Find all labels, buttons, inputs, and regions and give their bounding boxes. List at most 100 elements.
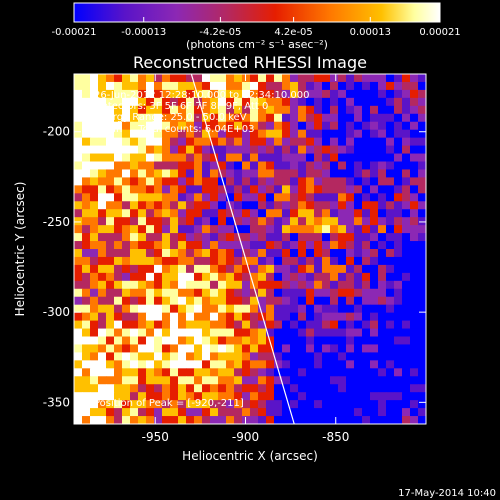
heatmap-cell	[82, 360, 91, 369]
heatmap-cell	[298, 400, 307, 409]
heatmap-cell	[370, 209, 379, 218]
heatmap-cell	[322, 304, 331, 314]
heatmap-cell	[90, 360, 99, 369]
heatmap-cell	[394, 336, 403, 345]
heatmap-cell	[298, 416, 307, 424]
heatmap-cell	[402, 249, 411, 258]
heatmap-cell	[274, 280, 283, 290]
heatmap-cell	[386, 376, 395, 385]
heatmap-cell	[386, 81, 395, 91]
heatmap-cell	[274, 169, 283, 178]
heatmap-cell	[114, 145, 123, 154]
heatmap-cell	[402, 376, 411, 385]
heatmap-cell	[250, 352, 259, 361]
heatmap-cell	[314, 304, 323, 314]
heatmap-cell	[186, 416, 195, 424]
heatmap-cell	[162, 233, 171, 242]
heatmap-cell	[202, 352, 211, 361]
heatmap-cell	[114, 416, 123, 424]
heatmap-cell	[386, 233, 395, 242]
heatmap-cell	[178, 145, 187, 154]
heatmap-cell	[306, 137, 315, 146]
heatmap-cell	[130, 288, 139, 298]
heatmap-cell	[130, 225, 139, 234]
heatmap-cell	[98, 241, 107, 250]
heatmap-cell	[202, 169, 211, 178]
heatmap-cell	[258, 241, 267, 250]
heatmap-cell	[314, 241, 323, 250]
heatmap-cell	[274, 177, 283, 186]
heatmap-cell	[410, 400, 419, 409]
heatmap-cell	[178, 320, 187, 329]
heatmap-cell	[338, 360, 347, 369]
heatmap-cell	[218, 97, 227, 107]
heatmap-cell	[186, 153, 195, 162]
heatmap-cell	[322, 296, 331, 306]
heatmap-cell	[218, 241, 227, 250]
heatmap-cell	[210, 392, 219, 401]
heatmap-cell	[218, 209, 227, 218]
heatmap-cell	[298, 161, 307, 170]
heatmap-cell	[290, 113, 299, 123]
heatmap-cell	[338, 185, 347, 194]
heatmap-cell	[402, 177, 411, 186]
heatmap-cell	[98, 320, 107, 329]
heatmap-cell	[218, 344, 227, 353]
heatmap-cell	[114, 320, 123, 329]
heatmap-cell	[106, 408, 115, 417]
heatmap-cell	[370, 264, 379, 274]
heatmap-cell	[218, 145, 227, 154]
heatmap-cell	[306, 336, 315, 345]
heatmap-cell	[386, 408, 395, 417]
heatmap-cell	[90, 233, 99, 242]
heatmap-cell	[106, 304, 115, 314]
heatmap-cell	[186, 368, 195, 377]
heatmap-cell	[82, 105, 91, 115]
heatmap-cell	[98, 129, 107, 139]
heatmap-cell	[226, 233, 235, 242]
heatmap-cell	[210, 113, 219, 123]
heatmap-cell	[162, 352, 171, 361]
heatmap-cell	[314, 97, 323, 107]
heatmap-cell	[82, 113, 91, 123]
heatmap-cell	[90, 89, 99, 99]
heatmap-cell	[370, 177, 379, 186]
heatmap-cell	[402, 185, 411, 194]
heatmap-cell	[354, 344, 363, 353]
heatmap-cell	[178, 408, 187, 417]
heatmap-cell	[266, 185, 275, 194]
heatmap-cell	[146, 288, 155, 298]
heatmap-cell	[210, 241, 219, 250]
heatmap-cell	[194, 225, 203, 234]
heatmap-cell	[346, 368, 355, 377]
heatmap-cell	[226, 328, 235, 337]
heatmap-cell	[306, 400, 315, 409]
heatmap-cell	[170, 368, 179, 377]
heatmap-cell	[122, 256, 131, 266]
heatmap-cell	[170, 129, 179, 139]
heatmap-cell	[194, 209, 203, 218]
heatmap-cell	[226, 280, 235, 290]
heatmap-cell	[186, 304, 195, 314]
heatmap-cell	[178, 400, 187, 409]
heatmap-cell	[202, 384, 211, 393]
heatmap-cell	[202, 376, 211, 385]
heatmap-cell	[162, 360, 171, 369]
heatmap-cell	[74, 376, 83, 385]
heatmap-cell	[418, 368, 426, 377]
heatmap-cell	[362, 320, 371, 329]
heatmap-cell	[258, 74, 267, 83]
heatmap-cell	[330, 328, 339, 337]
heatmap-cell	[138, 328, 147, 337]
heatmap-cell	[114, 161, 123, 170]
heatmap-cell	[114, 209, 123, 218]
heatmap-cell	[258, 336, 267, 345]
heatmap-cell	[162, 169, 171, 178]
heatmap-cell	[202, 416, 211, 424]
heatmap-cell	[154, 392, 163, 401]
heatmap-cell	[346, 105, 355, 115]
heatmap-cell	[290, 193, 299, 202]
heatmap-cell	[194, 360, 203, 369]
heatmap-cell	[258, 161, 267, 170]
heatmap-cell	[106, 153, 115, 162]
